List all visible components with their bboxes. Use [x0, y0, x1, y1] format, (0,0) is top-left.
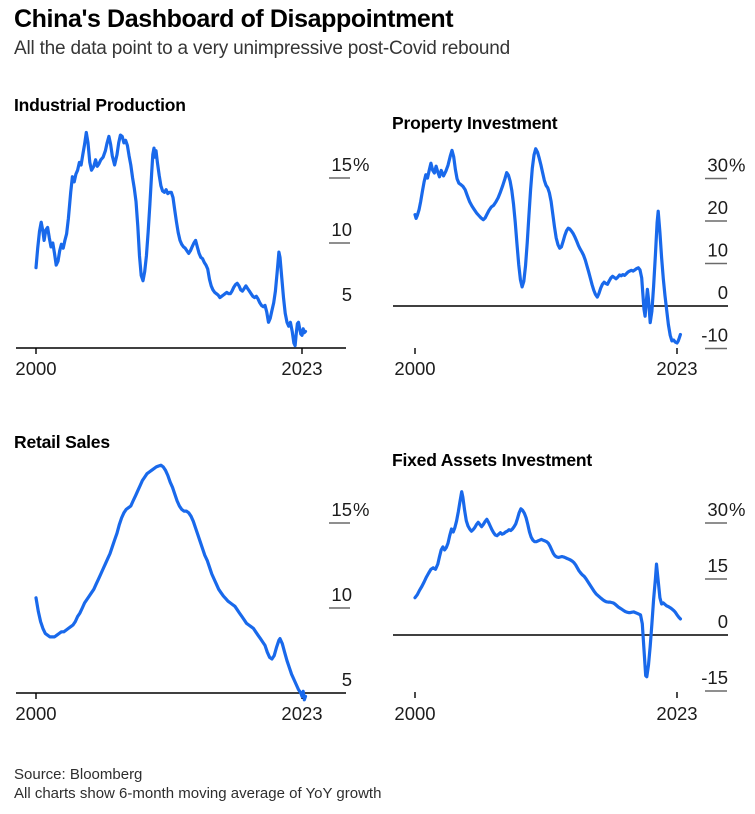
y-tick-label: 10 — [331, 584, 352, 605]
line-series — [34, 463, 308, 702]
y-tick-percent: % — [353, 154, 369, 175]
note-line: All charts show 6-month moving average o… — [14, 785, 382, 802]
y-tick-label: 5 — [342, 669, 352, 690]
chart-title-property-investment: Property Investment — [392, 113, 558, 133]
y-tick-label: 0 — [718, 611, 728, 632]
x-tick-label: 2023 — [656, 358, 697, 379]
y-tick-label: 15 — [331, 499, 352, 520]
page-subtitle: All the data point to a very unimpressiv… — [14, 38, 510, 59]
y-tick-label: 30 — [707, 155, 728, 176]
x-tick-label: 2000 — [394, 358, 435, 379]
y-tick-label: -15 — [701, 667, 728, 688]
y-tick-label: -10 — [701, 325, 728, 346]
y-tick-label: 10 — [331, 219, 352, 240]
source-line: Source: Bloomberg — [14, 766, 143, 783]
y-tick-label: 10 — [707, 240, 728, 261]
chart-title-fixed-assets-investment: Fixed Assets Investment — [392, 450, 592, 470]
y-tick-percent: % — [353, 499, 369, 520]
y-tick-label: 30 — [707, 499, 728, 520]
line-series — [413, 490, 683, 679]
y-tick-label: 15 — [331, 154, 352, 175]
line-series — [34, 130, 308, 348]
y-tick-percent: % — [729, 499, 745, 520]
x-tick-label: 2000 — [394, 703, 435, 724]
y-tick-label: 15 — [707, 555, 728, 576]
x-tick-label: 2000 — [15, 703, 56, 724]
y-tick-label: 5 — [342, 284, 352, 305]
y-tick-percent: % — [729, 155, 745, 176]
x-tick-label: 2023 — [281, 703, 322, 724]
x-tick-label: 2000 — [15, 358, 56, 379]
chart-title-industrial-production: Industrial Production — [14, 95, 186, 115]
chart-title-retail-sales: Retail Sales — [14, 432, 110, 452]
x-tick-label: 2023 — [656, 703, 697, 724]
x-tick-label: 2023 — [281, 358, 322, 379]
line-series — [413, 147, 683, 345]
y-tick-label: 20 — [707, 197, 728, 218]
page-title: China's Dashboard of Disappointment — [14, 5, 454, 33]
y-tick-label: 0 — [718, 282, 728, 303]
